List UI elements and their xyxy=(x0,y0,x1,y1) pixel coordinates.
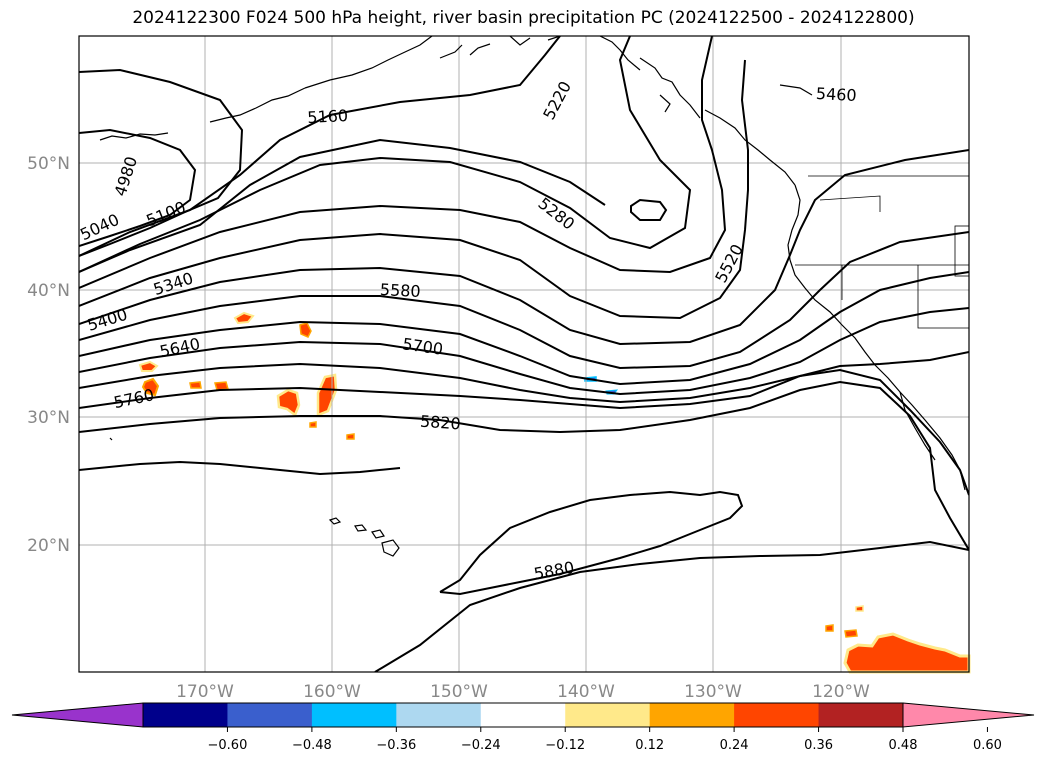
contour-label: 5700 xyxy=(401,334,444,358)
colorbar-segment xyxy=(480,703,566,727)
height-contours xyxy=(79,36,969,672)
contour-label: 5220 xyxy=(539,78,575,123)
colorbar-tick-label: 0.12 xyxy=(635,738,664,753)
contour-label: 5760 xyxy=(112,385,156,412)
colorbar-tick-label: 0.36 xyxy=(804,738,833,753)
lon-tick-label: 150°W xyxy=(430,682,488,702)
precip-blob xyxy=(276,388,301,417)
colorbar-tick-label: −0.24 xyxy=(461,738,501,753)
precip-blob xyxy=(299,322,312,338)
colorbar-outline xyxy=(142,702,904,728)
precip-blob xyxy=(346,433,355,440)
lon-tick-label: 130°W xyxy=(684,682,742,702)
colorbar-segment xyxy=(734,703,820,727)
colorbar-extend-low xyxy=(11,702,144,728)
precip-blob xyxy=(843,632,971,674)
colorbar-tick-label: −0.36 xyxy=(376,738,416,753)
colorbar-segment xyxy=(311,703,397,727)
precip-blob xyxy=(233,311,255,325)
precip-blob xyxy=(316,373,338,417)
contour-label: 5880 xyxy=(532,558,575,584)
precip-blob xyxy=(138,360,159,372)
coastlines xyxy=(99,36,966,557)
colorbar-extend-high xyxy=(902,702,1035,728)
gridlines xyxy=(79,36,969,672)
precipitation-fills xyxy=(138,311,971,674)
contour-label: 5160 xyxy=(307,106,349,127)
lat-tick-label: 40°N xyxy=(27,281,70,301)
lat-tick-label: 30°N xyxy=(27,408,70,428)
precip-blob xyxy=(309,421,317,428)
lon-tick-label: 140°W xyxy=(557,682,615,702)
lon-tick-label: 170°W xyxy=(176,682,234,702)
colorbar-tick-label: 0.60 xyxy=(973,738,1002,753)
contour-label: 5580 xyxy=(379,280,421,301)
colorbar-segment xyxy=(143,703,228,727)
contour-label: 5820 xyxy=(419,412,461,434)
precip-blob xyxy=(844,629,858,638)
colorbar-tick-label: 0.24 xyxy=(720,738,749,753)
precip-blob xyxy=(825,624,834,632)
colorbar-tick-label: −0.12 xyxy=(545,738,585,753)
contour-label: 5280 xyxy=(534,194,578,234)
colorbar-segment xyxy=(227,703,313,727)
precip-blob xyxy=(141,377,160,397)
colorbar-tick-label: −0.48 xyxy=(292,738,332,753)
lon-tick-labels: 170°W 160°W 150°W 140°W 130°W 120°W xyxy=(176,682,870,702)
colorbar-segment xyxy=(649,703,735,727)
colorbar: −0.60 −0.48 −0.36 −0.24 −0.12 0.12 0.24 0.36 0.4… xyxy=(11,702,1035,753)
colorbar-tick-label: 0.48 xyxy=(889,738,918,753)
lon-tick-label: 120°W xyxy=(812,682,870,702)
map-title: 2024122300 F024 500 hPa height, river ba… xyxy=(132,8,915,28)
precip-blob xyxy=(189,381,202,389)
political-borders xyxy=(795,175,970,329)
colorbar-segment xyxy=(396,703,482,727)
lat-tick-label: 20°N xyxy=(27,536,70,556)
lat-tick-labels: 50°N 40°N 30°N 20°N xyxy=(27,154,70,556)
plot-frame xyxy=(78,35,970,673)
colorbar-tick-label: −0.60 xyxy=(208,738,248,753)
contour-label: 5400 xyxy=(85,305,129,335)
precip-blob xyxy=(855,605,864,612)
contour-label: 5100 xyxy=(144,197,189,230)
colorbar-segment xyxy=(818,703,904,727)
contour-label: 4980 xyxy=(110,154,141,199)
contour-label: 5460 xyxy=(815,84,857,105)
precip-blob xyxy=(214,381,229,391)
colorbar-segment xyxy=(565,703,651,727)
lat-tick-label: 50°N xyxy=(27,154,70,174)
lon-tick-label: 160°W xyxy=(303,682,361,702)
